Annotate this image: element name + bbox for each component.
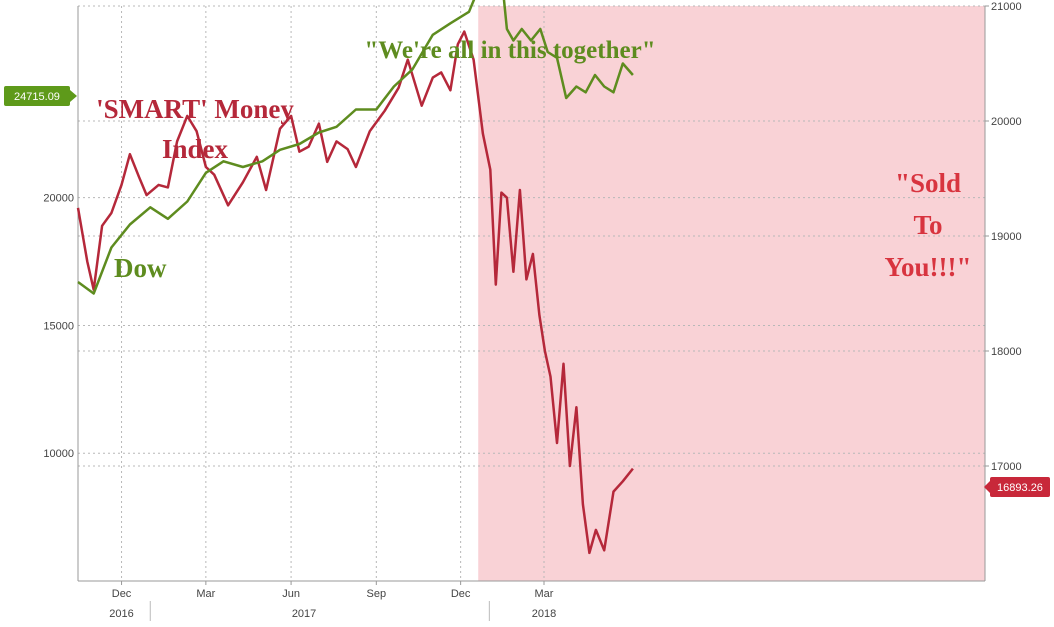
y-right-tick-label: 17000 (991, 461, 1022, 473)
x-tick-label: Sep (367, 588, 387, 600)
shaded-region-layer (478, 6, 985, 581)
annotation-text: "We're all in this together" (364, 37, 655, 64)
x-tick-label: Dec (112, 588, 132, 600)
y-left-tick-label: 20000 (43, 193, 74, 205)
x-year-label: 2016 (109, 608, 133, 620)
value-tag-label: 16893.26 (997, 482, 1043, 494)
annotation-text: Dow (114, 253, 167, 283)
y-right-tick-label: 20000 (991, 116, 1022, 128)
annotation-text: "Sold (895, 168, 961, 198)
y-right-tick-label: 18000 (991, 346, 1022, 358)
value-tag-layer: 24715.09 16893.26 (4, 86, 1050, 497)
annotation-text: You!!!" (885, 252, 972, 282)
y-right-tick-label: 19000 (991, 231, 1022, 243)
value-tag-arrow (70, 90, 77, 102)
value-tag-label: 24715.09 (14, 91, 60, 103)
x-year-label: 2017 (292, 608, 316, 620)
y-right-tick-label: 21000 (991, 1, 1022, 13)
grid-layer (78, 5, 985, 581)
value-tag-box (990, 477, 1050, 497)
series-layer (76, 0, 634, 555)
series-line (76, 30, 634, 555)
annotation-layer: 'SMART' Money Index Dow "We're all in this … (96, 37, 971, 283)
x-year-label: 2018 (532, 608, 556, 620)
shaded-region (478, 6, 985, 581)
x-tick-label: Jun (282, 588, 300, 600)
annotation-text: To (913, 210, 942, 240)
x-tick-label: Mar (196, 588, 215, 600)
value-tag-arrow (984, 481, 990, 493)
x-tick-label: Dec (451, 588, 471, 600)
y-left-tick-label: 15000 (43, 320, 74, 332)
value-tag-box (4, 86, 70, 106)
y-left-tick-label: 10000 (43, 448, 74, 460)
axis-layer: 10000 15000 20000 17000 18000 19000 20000 21000… (43, 1, 1022, 621)
annotation-text: 'SMART' Money (96, 94, 294, 124)
annotation-text: Index (162, 134, 229, 164)
series-line (77, 0, 634, 295)
x-tick-label: Mar (535, 588, 554, 600)
